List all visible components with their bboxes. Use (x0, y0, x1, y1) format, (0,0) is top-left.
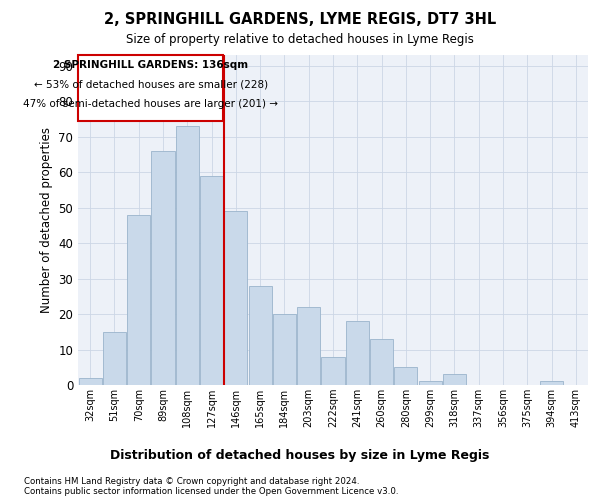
Bar (224, 211, 247, 385)
Text: Size of property relative to detached houses in Lyme Regis: Size of property relative to detached ho… (126, 32, 474, 46)
Bar (346, 321, 369, 385)
Bar (540, 382, 563, 385)
Bar (79, 378, 101, 385)
Bar (248, 286, 272, 385)
Bar (370, 339, 393, 385)
Text: Contains HM Land Registry data © Crown copyright and database right 2024.: Contains HM Land Registry data © Crown c… (24, 476, 359, 486)
Bar (419, 382, 442, 385)
Text: ← 53% of detached houses are smaller (228): ← 53% of detached houses are smaller (22… (34, 80, 268, 90)
Bar (297, 307, 320, 385)
Bar (103, 332, 126, 385)
Y-axis label: Number of detached properties: Number of detached properties (40, 127, 53, 313)
Text: Distribution of detached houses by size in Lyme Regis: Distribution of detached houses by size … (110, 448, 490, 462)
Bar (127, 214, 150, 385)
FancyBboxPatch shape (79, 55, 223, 120)
Bar (273, 314, 296, 385)
Text: 2 SPRINGHILL GARDENS: 136sqm: 2 SPRINGHILL GARDENS: 136sqm (53, 60, 248, 70)
Bar (394, 368, 418, 385)
Bar (200, 176, 223, 385)
Text: 2, SPRINGHILL GARDENS, LYME REGIS, DT7 3HL: 2, SPRINGHILL GARDENS, LYME REGIS, DT7 3… (104, 12, 496, 28)
Bar (176, 126, 199, 385)
Bar (151, 151, 175, 385)
Text: Contains public sector information licensed under the Open Government Licence v3: Contains public sector information licen… (24, 486, 398, 496)
Bar (322, 356, 344, 385)
Text: 47% of semi-detached houses are larger (201) →: 47% of semi-detached houses are larger (… (23, 100, 278, 110)
Bar (443, 374, 466, 385)
